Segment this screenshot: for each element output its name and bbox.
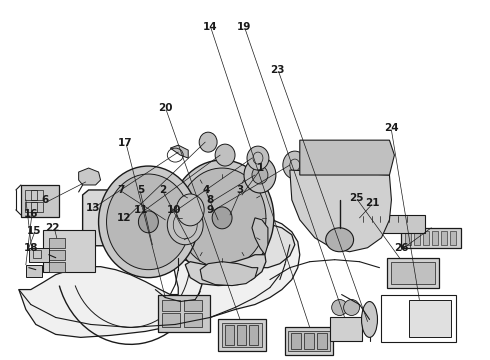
Bar: [25, 190, 37, 200]
Bar: [330, 318, 362, 341]
Ellipse shape: [247, 146, 269, 170]
Bar: [237, 325, 246, 345]
Polygon shape: [208, 222, 295, 268]
Text: 6: 6: [41, 195, 49, 205]
Text: 21: 21: [365, 198, 380, 208]
Polygon shape: [19, 215, 300, 337]
Bar: [25, 202, 37, 212]
Text: 9: 9: [207, 205, 214, 215]
Ellipse shape: [326, 228, 354, 252]
Polygon shape: [200, 262, 258, 285]
Text: 20: 20: [158, 103, 172, 113]
Text: 25: 25: [349, 193, 364, 203]
Bar: [288, 332, 330, 351]
Bar: [450, 231, 456, 245]
Bar: [415, 231, 420, 245]
Bar: [222, 323, 262, 347]
Text: 1: 1: [256, 163, 264, 173]
Ellipse shape: [283, 151, 307, 179]
Bar: [392, 262, 435, 284]
Text: 2: 2: [159, 185, 166, 195]
Bar: [441, 231, 447, 245]
Ellipse shape: [332, 300, 347, 315]
Text: 22: 22: [46, 223, 60, 233]
Bar: [31, 202, 43, 212]
Bar: [162, 300, 180, 311]
Polygon shape: [171, 145, 188, 158]
Text: 15: 15: [26, 226, 41, 236]
Bar: [33, 250, 41, 258]
Text: 10: 10: [167, 205, 181, 215]
Ellipse shape: [167, 205, 203, 245]
Ellipse shape: [178, 168, 266, 268]
Ellipse shape: [98, 166, 198, 278]
Ellipse shape: [244, 157, 276, 193]
Bar: [184, 300, 202, 311]
Bar: [388, 258, 439, 288]
Text: 16: 16: [24, 209, 38, 219]
Bar: [225, 325, 234, 345]
Ellipse shape: [343, 300, 360, 315]
Polygon shape: [185, 255, 266, 285]
Polygon shape: [252, 218, 268, 255]
Text: 18: 18: [24, 243, 38, 253]
Text: 11: 11: [134, 205, 148, 215]
Polygon shape: [290, 170, 392, 252]
Text: 24: 24: [384, 123, 399, 133]
Bar: [158, 294, 210, 332]
Ellipse shape: [215, 144, 235, 166]
Text: 4: 4: [202, 185, 210, 195]
Bar: [49, 262, 65, 272]
Ellipse shape: [199, 132, 217, 152]
Text: 17: 17: [118, 138, 133, 148]
Polygon shape: [78, 168, 100, 185]
Ellipse shape: [138, 211, 158, 233]
Ellipse shape: [252, 166, 268, 184]
Ellipse shape: [106, 174, 190, 270]
Text: 7: 7: [117, 185, 124, 195]
Bar: [409, 300, 451, 337]
Bar: [184, 314, 202, 328]
Bar: [49, 250, 65, 260]
Bar: [26, 265, 42, 276]
Text: 5: 5: [137, 185, 144, 195]
Text: 26: 26: [394, 243, 409, 253]
Bar: [423, 231, 429, 245]
Bar: [162, 314, 180, 328]
Text: 12: 12: [117, 213, 132, 223]
Polygon shape: [300, 140, 394, 175]
Bar: [43, 230, 95, 272]
Bar: [358, 215, 425, 233]
Bar: [218, 319, 266, 351]
Bar: [49, 238, 65, 248]
Text: 14: 14: [203, 22, 218, 32]
Bar: [249, 325, 258, 345]
Ellipse shape: [176, 194, 204, 226]
Text: 23: 23: [270, 66, 285, 76]
Bar: [405, 231, 412, 245]
Bar: [29, 248, 49, 262]
Bar: [285, 328, 333, 355]
Text: 3: 3: [236, 185, 244, 195]
Text: 8: 8: [206, 195, 214, 205]
Bar: [31, 190, 43, 200]
Ellipse shape: [171, 160, 274, 276]
Bar: [291, 333, 301, 349]
Ellipse shape: [362, 302, 377, 337]
Text: 13: 13: [85, 203, 100, 213]
Bar: [401, 228, 461, 248]
Bar: [21, 185, 59, 217]
Text: 19: 19: [237, 22, 251, 32]
Ellipse shape: [212, 207, 232, 229]
Bar: [432, 231, 438, 245]
Bar: [304, 333, 314, 349]
Polygon shape: [83, 190, 268, 265]
Bar: [317, 333, 327, 349]
Bar: [382, 294, 456, 342]
